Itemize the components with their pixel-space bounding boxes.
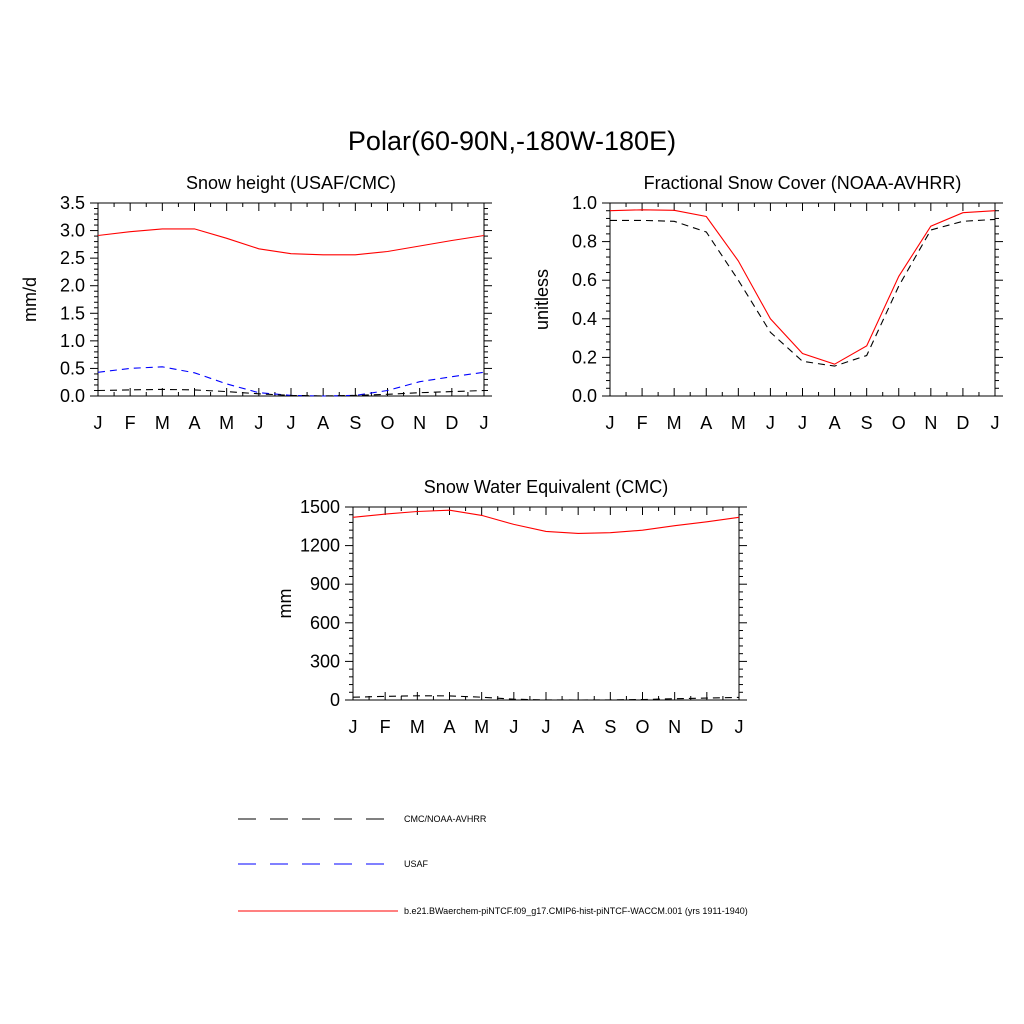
x-tick-label: J — [480, 413, 489, 433]
y-tick-label: 0.0 — [60, 386, 85, 406]
panel-title: Fractional Snow Cover (NOAA-AVHRR) — [644, 173, 962, 193]
chart-panel-0: Snow height (USAF/CMC)mm/dJ F M A M J J A S O N D J0… — [20, 173, 492, 433]
x-tick-label: J — [735, 717, 744, 737]
y-tick-label: 300 — [310, 651, 340, 671]
legend-label-1: USAF — [404, 859, 429, 869]
y-tick-label: 0.5 — [60, 358, 85, 378]
x-tick-label: F — [637, 413, 648, 433]
x-tick-label: N — [668, 717, 681, 737]
series-line-1 — [352, 695, 740, 701]
y-tick-label: 2.0 — [60, 276, 85, 296]
x-tick-label: J — [509, 717, 518, 737]
x-tick-label: M — [474, 717, 489, 737]
y-tick-label: 1.0 — [60, 331, 85, 351]
plot-frame — [352, 506, 740, 701]
y-axis-label: mm — [275, 589, 295, 619]
figure-title: Polar(60-90N,-180W-180E) — [348, 126, 676, 156]
chart-panel-1: Fractional Snow Cover (NOAA-AVHRR) unitle… — [532, 173, 1003, 433]
y-tick-label: 1500 — [300, 497, 340, 517]
x-tick-label: D — [700, 717, 713, 737]
x-tick-label: M — [219, 413, 234, 433]
chart-panel-2: Snow Water Equivalent (CMC)mmJ F M A M J J A S O N… — [275, 477, 747, 737]
panel-title: Snow height (USAF/CMC) — [186, 173, 396, 193]
legend-label-0: CMC/NOAA-AVHRR — [404, 814, 487, 824]
y-tick-label: 3.5 — [60, 193, 85, 213]
x-tick-label: J — [606, 413, 615, 433]
x-tick-label: M — [667, 413, 682, 433]
series-line-0 — [97, 228, 485, 256]
x-tick-label: F — [125, 413, 136, 433]
x-tick-label: A — [188, 413, 200, 433]
x-tick-label: O — [892, 413, 906, 433]
x-tick-label: A — [317, 413, 329, 433]
x-tick-label: J — [766, 413, 775, 433]
x-tick-label: J — [94, 413, 103, 433]
y-tick-label: 1.0 — [572, 193, 597, 213]
x-tick-label: M — [410, 717, 425, 737]
x-tick-label: J — [798, 413, 807, 433]
series-line-0 — [352, 509, 740, 534]
series-line-2 — [97, 388, 485, 397]
y-tick-label: 0.0 — [572, 386, 597, 406]
y-tick-label: 0 — [330, 690, 340, 710]
y-tick-label: 1.5 — [60, 303, 85, 323]
y-axis-label: unitless — [532, 269, 552, 330]
x-tick-label: O — [635, 717, 649, 737]
series-line-0 — [609, 209, 996, 365]
x-tick-label: A — [700, 413, 712, 433]
x-tick-label: J — [254, 413, 263, 433]
y-axis-label: mm/d — [20, 277, 40, 322]
x-tick-label: J — [991, 413, 1000, 433]
x-tick-label: M — [731, 413, 746, 433]
x-tick-label: N — [924, 413, 937, 433]
x-tick-label: J — [542, 717, 551, 737]
panels: Snow height (USAF/CMC)mm/dJ F M A M J J A S O N D J0… — [20, 173, 1003, 737]
y-tick-label: 0.2 — [572, 347, 597, 367]
x-tick-label: A — [443, 717, 455, 737]
x-tick-label: D — [956, 413, 969, 433]
y-tick-label: 2.5 — [60, 248, 85, 268]
y-tick-label: 0.4 — [572, 309, 597, 329]
x-tick-label: N — [413, 413, 426, 433]
x-tick-label: A — [829, 413, 841, 433]
x-tick-label: S — [861, 413, 873, 433]
panel-title: Snow Water Equivalent (CMC) — [424, 477, 668, 497]
y-tick-label: 1200 — [300, 536, 340, 556]
y-tick-label: 600 — [310, 613, 340, 633]
x-tick-label: F — [380, 717, 391, 737]
y-tick-label: 0.6 — [572, 270, 597, 290]
x-tick-label: O — [380, 413, 394, 433]
y-tick-label: 900 — [310, 574, 340, 594]
legend-label-2: b.e21.BWaerchem-piNTCF.f09_g17.CMIP6-his… — [404, 906, 748, 916]
x-tick-label: S — [604, 717, 616, 737]
plot-frame — [609, 202, 996, 397]
y-tick-label: 3.0 — [60, 221, 85, 241]
x-tick-label: J — [349, 717, 358, 737]
x-tick-label: D — [445, 413, 458, 433]
x-tick-label: J — [287, 413, 296, 433]
x-tick-label: S — [349, 413, 361, 433]
plot-frame — [97, 202, 485, 397]
y-tick-label: 0.8 — [572, 232, 597, 252]
x-tick-label: M — [155, 413, 170, 433]
series-line-1 — [610, 218, 996, 367]
x-tick-label: A — [572, 717, 584, 737]
legend: CMC/NOAA-AVHRR USAF b.e21.BWaerchem-piNTCF… — [238, 814, 748, 916]
